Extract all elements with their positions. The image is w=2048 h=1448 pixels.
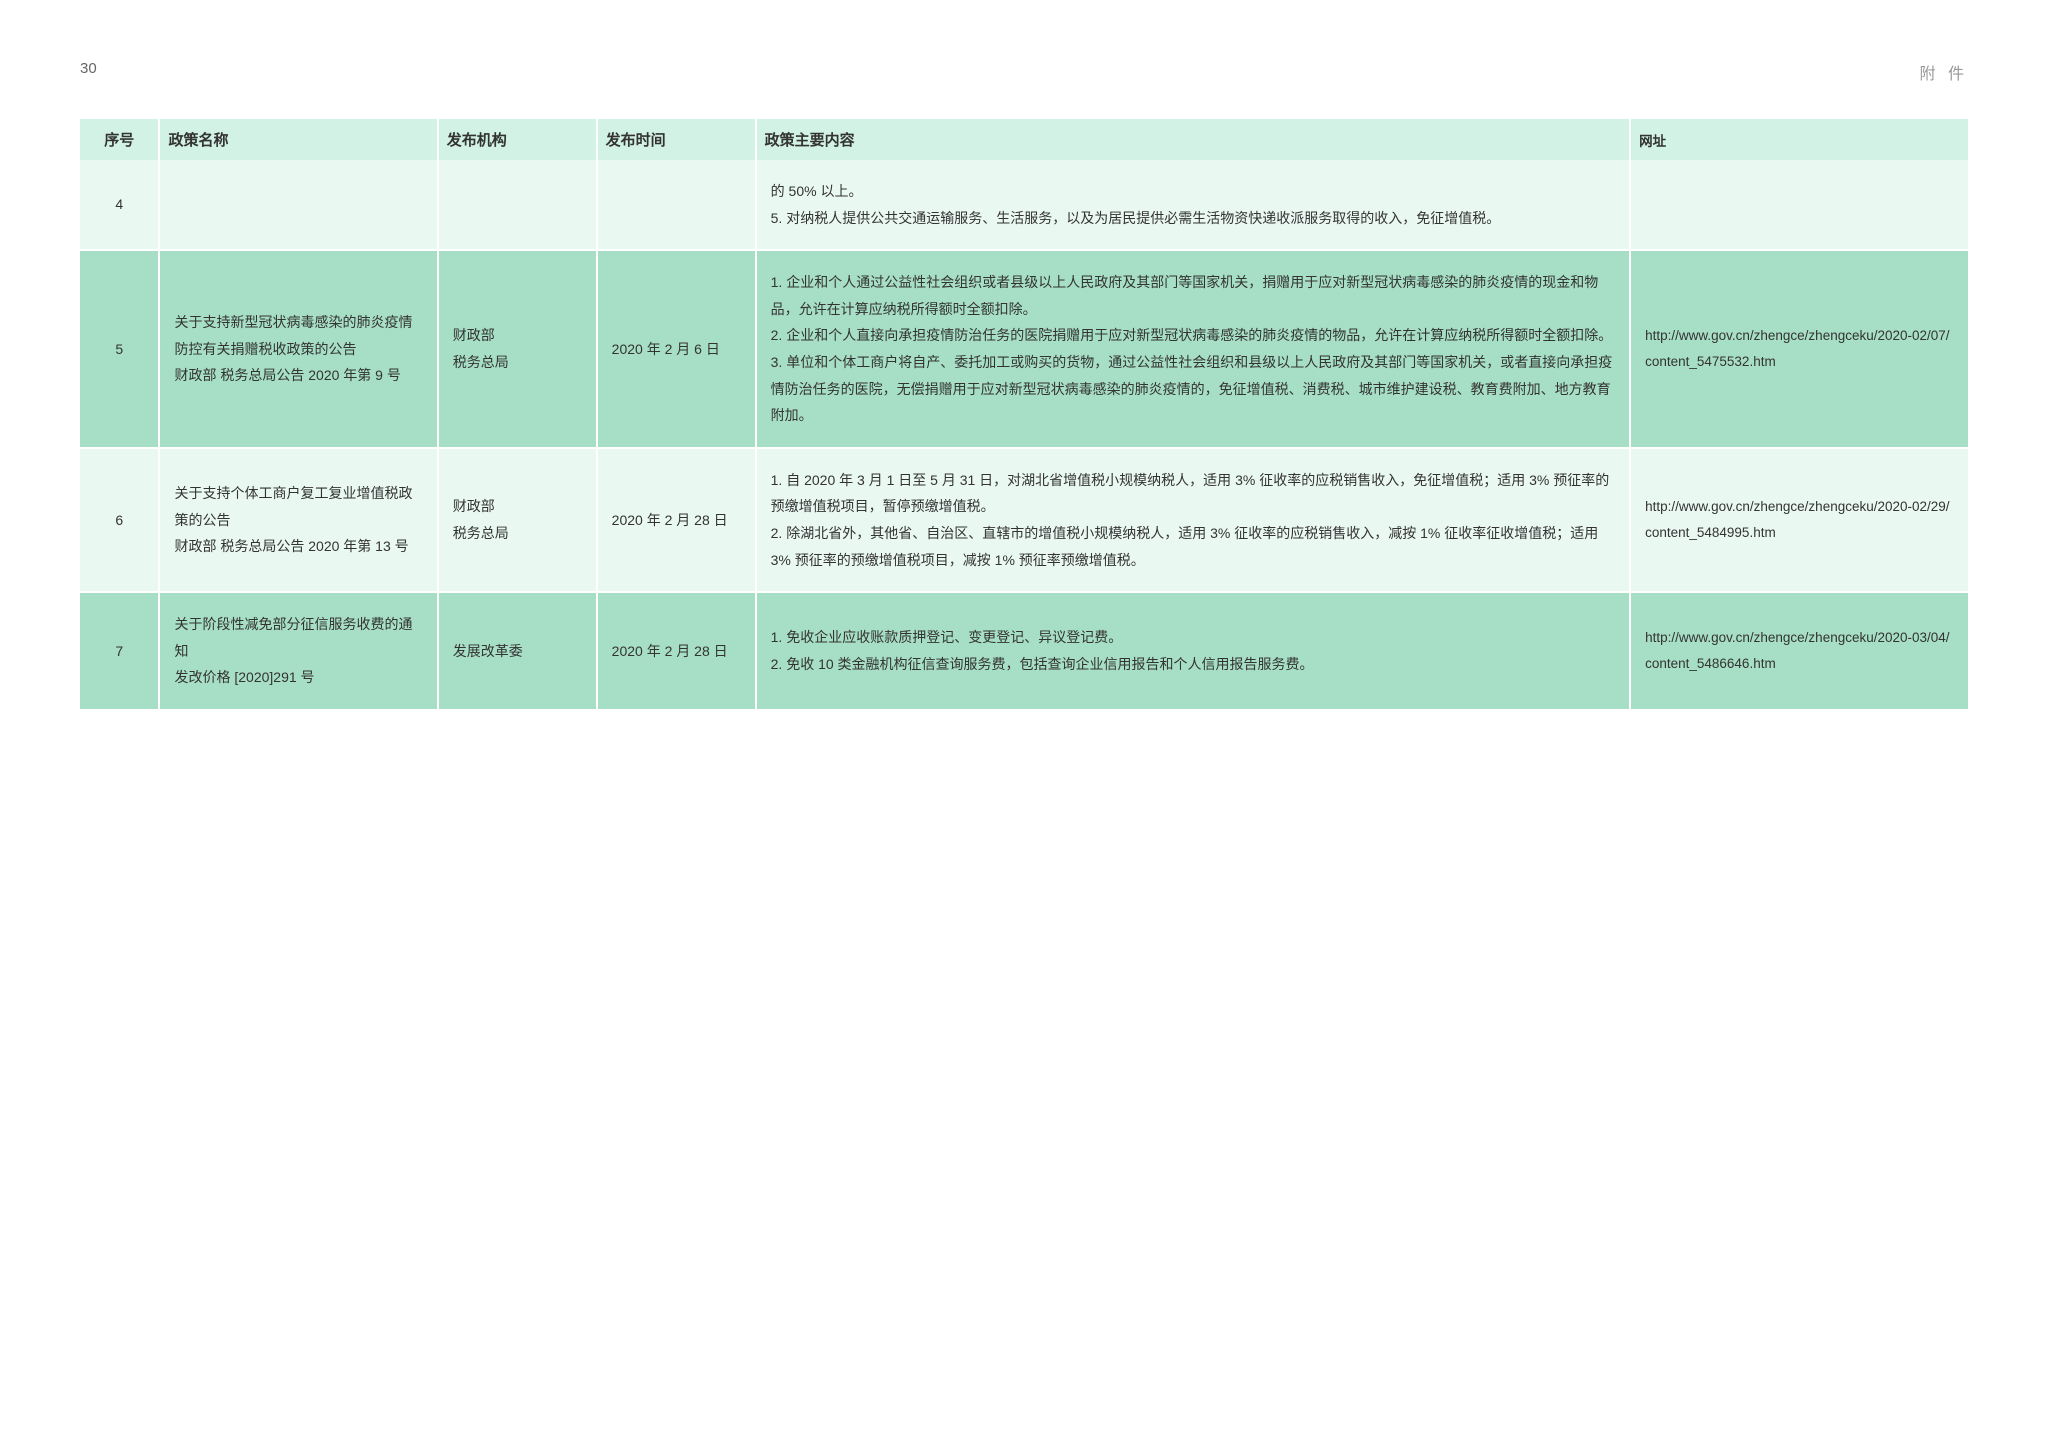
table-row: 6关于支持个体工商户复工复业增值税政策的公告 财政部 税务总局公告 2020 年… xyxy=(80,448,1968,592)
table-header: 序号 政策名称 发布机构 发布时间 政策主要内容 网址 xyxy=(80,119,1968,160)
cell-org: 发展改革委 xyxy=(438,592,597,710)
cell-seq: 5 xyxy=(80,250,159,448)
cell-content: 的 50% 以上。 5. 对纳税人提供公共交通运输服务、生活服务，以及为居民提供… xyxy=(756,160,1630,250)
policy-table: 序号 政策名称 发布机构 发布时间 政策主要内容 网址 4 的 50% 以上。 5… xyxy=(80,119,1968,711)
cell-url: http://www.gov.cn/zhengce/zhengceku/2020… xyxy=(1630,250,1968,448)
col-header-url: 网址 xyxy=(1630,119,1968,160)
cell-seq: 7 xyxy=(80,592,159,710)
cell-seq: 4 xyxy=(80,160,159,250)
col-header-seq: 序号 xyxy=(80,119,159,160)
col-header-name: 政策名称 xyxy=(159,119,437,160)
cell-seq: 6 xyxy=(80,448,159,592)
cell-date: 2020 年 2 月 6 日 xyxy=(597,250,756,448)
col-header-content: 政策主要内容 xyxy=(756,119,1630,160)
cell-url: http://www.gov.cn/zhengce/zhengceku/2020… xyxy=(1630,448,1968,592)
cell-date: 2020 年 2 月 28 日 xyxy=(597,448,756,592)
cell-date: 2020 年 2 月 28 日 xyxy=(597,592,756,710)
page-number: 30 xyxy=(80,60,97,84)
table-row: 5关于支持新型冠状病毒感染的肺炎疫情防控有关捐赠税收政策的公告 财政部 税务总局… xyxy=(80,250,1968,448)
cell-name xyxy=(159,160,437,250)
cell-date xyxy=(597,160,756,250)
page-label: 附 件 xyxy=(1920,60,1968,84)
col-header-org: 发布机构 xyxy=(438,119,597,160)
cell-org xyxy=(438,160,597,250)
cell-content: 1. 免收企业应收账款质押登记、变更登记、异议登记费。 2. 免收 10 类金融… xyxy=(756,592,1630,710)
col-header-date: 发布时间 xyxy=(597,119,756,160)
table-body: 4 的 50% 以上。 5. 对纳税人提供公共交通运输服务、生活服务，以及为居民提… xyxy=(80,160,1968,710)
cell-name: 关于支持新型冠状病毒感染的肺炎疫情防控有关捐赠税收政策的公告 财政部 税务总局公… xyxy=(159,250,437,448)
cell-name: 关于阶段性减免部分征信服务收费的通知 发改价格 [2020]291 号 xyxy=(159,592,437,710)
cell-name: 关于支持个体工商户复工复业增值税政策的公告 财政部 税务总局公告 2020 年第… xyxy=(159,448,437,592)
page-header: 30 附 件 xyxy=(80,60,1968,84)
cell-org: 财政部 税务总局 xyxy=(438,250,597,448)
cell-content: 1. 企业和个人通过公益性社会组织或者县级以上人民政府及其部门等国家机关，捐赠用… xyxy=(756,250,1630,448)
cell-content: 1. 自 2020 年 3 月 1 日至 5 月 31 日，对湖北省增值税小规模… xyxy=(756,448,1630,592)
cell-url xyxy=(1630,160,1968,250)
cell-url: http://www.gov.cn/zhengce/zhengceku/2020… xyxy=(1630,592,1968,710)
table-row: 4 的 50% 以上。 5. 对纳税人提供公共交通运输服务、生活服务，以及为居民提… xyxy=(80,160,1968,250)
table-row: 7关于阶段性减免部分征信服务收费的通知 发改价格 [2020]291 号发展改革… xyxy=(80,592,1968,710)
cell-org: 财政部 税务总局 xyxy=(438,448,597,592)
